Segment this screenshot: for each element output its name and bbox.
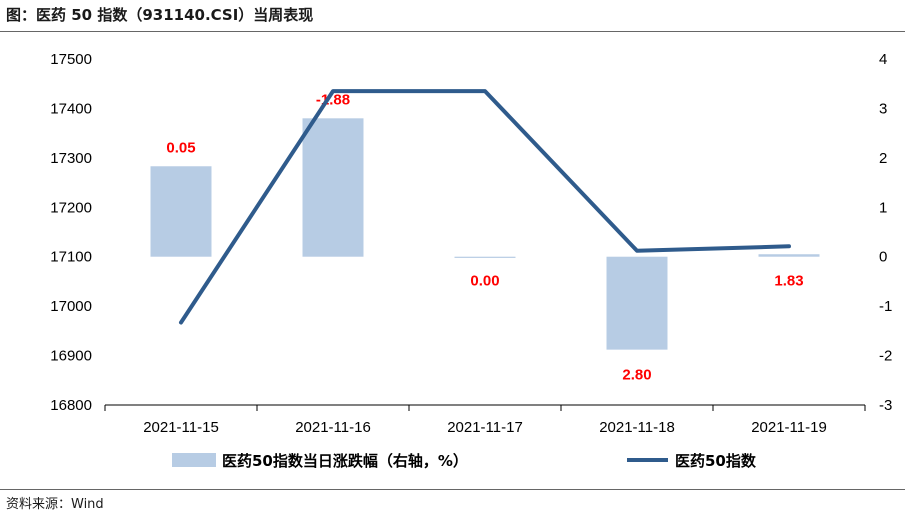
legend-bar-swatch xyxy=(172,453,216,467)
x-axis-labels: 2021-11-15 2021-11-16 2021-11-17 2021-11-18… xyxy=(143,419,827,436)
bar-series xyxy=(150,118,820,350)
left-axis-tick-label: 17300 xyxy=(50,150,92,167)
line-series xyxy=(179,89,791,325)
right-axis-tick-label: 2 xyxy=(879,150,887,167)
combo-chart: 0.05-1.880.002.801.83 168001690017000171… xyxy=(50,51,892,470)
x-axis-label: 2021-11-15 xyxy=(143,419,219,436)
right-axis-tick-label: -3 xyxy=(879,397,892,414)
data-label: 0.00 xyxy=(470,273,499,290)
x-axis-label: 2021-11-16 xyxy=(295,419,371,436)
bar xyxy=(454,256,516,258)
right-axis-tick-label: 4 xyxy=(879,51,887,68)
legend-bar-label: 医药50指数当日涨跌幅（右轴，%） xyxy=(222,452,468,470)
left-axis-ticks: 16800 16900 17000 17100 17200 17300 17400 17500 xyxy=(50,51,92,414)
left-axis-tick-label: 17000 xyxy=(50,298,92,315)
source-rule xyxy=(0,489,905,490)
right-axis-tick-label: 1 xyxy=(879,199,887,216)
left-axis-tick-label: 16900 xyxy=(50,348,92,365)
bar xyxy=(302,118,364,257)
right-axis-tick-label: -1 xyxy=(879,298,892,315)
bar xyxy=(606,256,668,350)
data-label: 2.80 xyxy=(622,367,651,384)
x-axis-label: 2021-11-19 xyxy=(751,419,827,436)
source-note: 资料来源：Wind xyxy=(6,497,104,512)
left-axis-tick-label: 17400 xyxy=(50,100,92,117)
figure-title: 图：医药 50 指数（931140.CSI）当周表现 xyxy=(6,6,314,24)
title-rule xyxy=(0,31,905,32)
legend-line-label: 医药50指数 xyxy=(675,452,757,470)
left-axis-tick-label: 17500 xyxy=(50,51,92,68)
right-axis-tick-label: 0 xyxy=(879,249,887,266)
right-axis-tick-label: -2 xyxy=(879,348,892,365)
x-axis-label: 2021-11-18 xyxy=(599,419,675,436)
x-axis-label: 2021-11-17 xyxy=(447,419,523,436)
data-label: 0.05 xyxy=(166,139,195,156)
right-axis-ticks: -3 -2 -1 0 1 2 3 4 xyxy=(879,51,892,414)
data-label: 1.83 xyxy=(774,273,803,290)
right-axis-tick-label: 3 xyxy=(879,100,887,117)
data-labels: 0.05-1.880.002.801.83 xyxy=(166,91,803,383)
x-axis-tick-marks xyxy=(104,405,866,411)
legend: 医药50指数当日涨跌幅（右轴，%） 医药50指数 xyxy=(172,452,757,470)
bar xyxy=(758,254,820,257)
left-axis-tick-label: 16800 xyxy=(50,397,92,414)
left-axis-tick-label: 17100 xyxy=(50,249,92,266)
left-axis-tick-label: 17200 xyxy=(50,199,92,216)
index-line xyxy=(179,89,791,325)
bar xyxy=(150,166,212,257)
